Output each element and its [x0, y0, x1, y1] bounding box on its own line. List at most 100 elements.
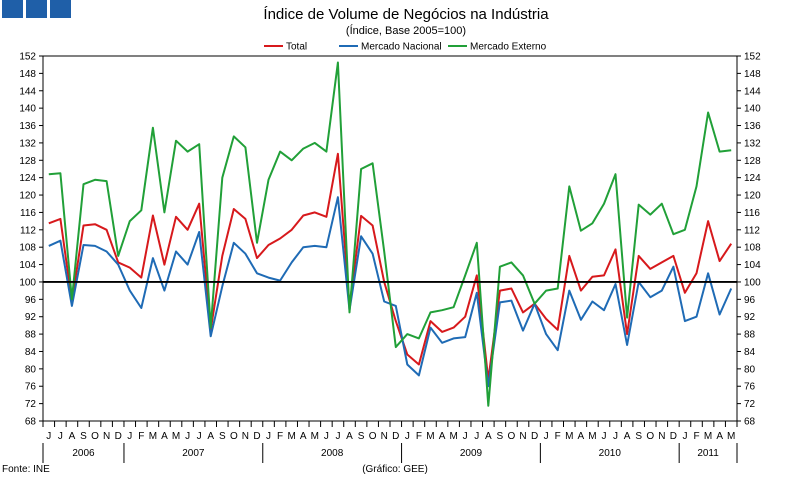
x-month-label: J [601, 431, 606, 442]
x-month-label: A [624, 431, 631, 442]
x-month-label: N [381, 431, 388, 442]
x-month-label: N [658, 431, 665, 442]
series-line-mercado-externo [48, 61, 732, 407]
y-tick-label-left: 140 [19, 104, 36, 115]
x-month-label: D [253, 431, 260, 442]
y-tick-label-right: 84 [744, 347, 756, 358]
y-tick-label-right: 144 [744, 86, 761, 97]
x-month-label: A [161, 431, 168, 442]
chart-title: Índice de Volume de Negócios na Indústri… [263, 6, 549, 23]
y-tick-label-right: 120 [744, 191, 761, 202]
y-tick-label-left: 116 [20, 208, 36, 219]
chart-credit: (Gráfico: GEE) [362, 464, 428, 475]
x-month-label: J [474, 431, 479, 442]
y-tick-label-right: 124 [744, 173, 761, 184]
x-month-label: N [103, 431, 110, 442]
x-month-label: F [138, 431, 144, 442]
x-month-label: O [646, 431, 654, 442]
y-tick-label-left: 132 [19, 138, 36, 149]
x-month-label: N [242, 431, 249, 442]
x-month-label: S [219, 431, 226, 442]
legend-label: Total [286, 42, 307, 53]
x-year-label: 2011 [697, 448, 719, 459]
x-month-label: M [449, 431, 457, 442]
y-tick-label-right: 96 [744, 295, 756, 306]
x-month-label: A [716, 431, 723, 442]
x-month-label: O [369, 431, 377, 442]
y-tick-label-right: 148 [744, 69, 761, 80]
x-month-label: A [439, 431, 446, 442]
y-tick-label-right: 76 [744, 382, 756, 393]
logo-square [2, 0, 23, 18]
y-tick-label-right: 152 [744, 52, 761, 63]
x-month-label: D [115, 431, 122, 442]
x-month-label: J [185, 431, 190, 442]
x-month-label: A [485, 431, 492, 442]
x-month-label: J [324, 431, 329, 442]
x-month-label: J [613, 431, 618, 442]
x-month-label: F [555, 431, 561, 442]
x-month-label: J [463, 431, 468, 442]
y-tick-label-right: 104 [744, 260, 761, 271]
x-month-label: M [588, 431, 596, 442]
x-year-label: 2010 [599, 448, 622, 459]
x-month-label: D [392, 431, 399, 442]
y-tick-label-right: 72 [744, 399, 756, 410]
y-tick-label-right: 68 [744, 417, 756, 428]
x-month-label: S [80, 431, 87, 442]
x-month-label: J [405, 431, 410, 442]
legend-label: Mercado Nacional [361, 42, 442, 53]
y-tick-label-right: 88 [744, 330, 756, 341]
y-tick-label-left: 100 [19, 277, 36, 288]
plot-area: 68 68 72 72 76 76 80 80 84 84 88 88 92 92 96 96 100 100 10… [19, 52, 761, 463]
y-tick-label-left: 92 [25, 312, 37, 323]
chart-legend: Total Mercado Nacional Mercado Externo [264, 42, 547, 53]
x-month-label: J [197, 431, 202, 442]
x-month-label: S [497, 431, 504, 442]
y-tick-label-right: 80 [744, 364, 756, 375]
x-month-label: O [230, 431, 238, 442]
y-tick-label-left: 84 [25, 347, 37, 358]
x-month-label: J [544, 431, 549, 442]
y-tick-label-left: 148 [19, 69, 36, 80]
logo-square [50, 0, 71, 18]
x-month-label: S [358, 431, 365, 442]
y-tick-label-left: 96 [25, 295, 37, 306]
x-year-label: 2007 [182, 448, 205, 459]
x-month-label: A [207, 431, 214, 442]
source-note: Fonte: INE [2, 464, 50, 475]
y-tick-label-left: 68 [25, 417, 37, 428]
x-month-label: A [300, 431, 307, 442]
logo-square [26, 0, 47, 18]
x-month-label: M [288, 431, 296, 442]
y-tick-label-left: 152 [19, 52, 36, 63]
x-month-label: D [670, 431, 677, 442]
x-month-label: O [91, 431, 99, 442]
y-tick-label-right: 92 [744, 312, 756, 323]
x-month-label: D [531, 431, 538, 442]
y-tick-label-left: 144 [19, 86, 36, 97]
y-tick-label-left: 76 [25, 382, 37, 393]
x-month-label: N [519, 431, 526, 442]
y-tick-label-right: 132 [744, 138, 761, 149]
plot-frame [42, 55, 738, 422]
y-tick-label-right: 108 [744, 243, 761, 254]
x-month-label: J [682, 431, 687, 442]
x-month-label: J [335, 431, 340, 442]
y-tick-label-left: 112 [20, 225, 36, 236]
x-month-label: M [172, 431, 180, 442]
x-month-label: A [69, 431, 76, 442]
y-tick-label-right: 112 [744, 225, 760, 236]
x-month-label: J [58, 431, 63, 442]
x-month-label: M [565, 431, 573, 442]
y-tick-label-left: 128 [19, 156, 36, 167]
x-month-label: M [426, 431, 434, 442]
y-tick-label-right: 128 [744, 156, 761, 167]
y-tick-label-right: 140 [744, 104, 761, 115]
x-month-label: M [311, 431, 319, 442]
x-month-label: S [635, 431, 642, 442]
x-month-label: J [266, 431, 271, 442]
y-tick-label-right: 116 [744, 208, 760, 219]
x-month-label: F [277, 431, 283, 442]
y-tick-label-right: 136 [744, 121, 761, 132]
